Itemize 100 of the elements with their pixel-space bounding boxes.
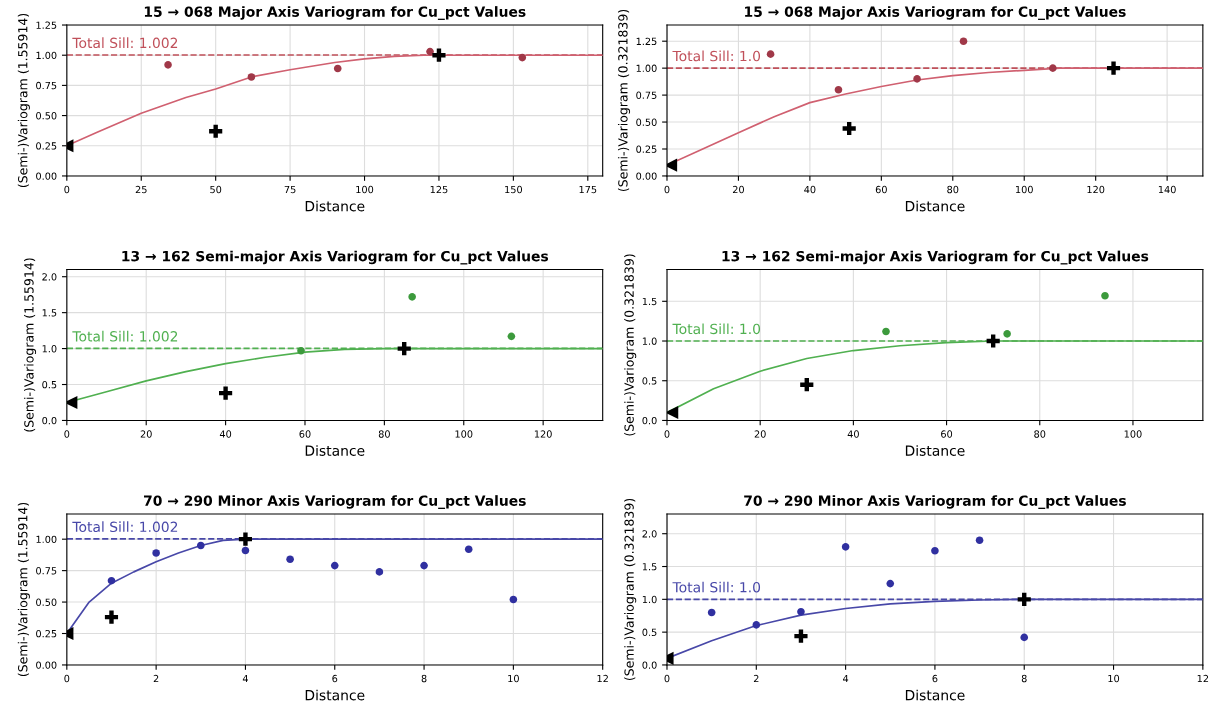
x-tick-label: 12 <box>1197 674 1209 683</box>
y-tick-label: 0.00 <box>636 172 657 180</box>
point <box>931 546 939 555</box>
point <box>426 47 434 56</box>
x-tick-label: 60 <box>941 430 953 438</box>
y-tick-label: 0.0 <box>642 661 657 669</box>
chart-title: 15 → 068 Major Axis Variogram for Cu_pct Values <box>745 6 1126 20</box>
y-tick-label: 0.5 <box>642 628 657 636</box>
point <box>518 53 527 62</box>
point <box>107 576 116 585</box>
x-tick-label: 6 <box>932 674 938 683</box>
ref-line-label: Total Sill: 1.0 <box>672 581 761 593</box>
y-tick-label: 0.75 <box>36 567 57 575</box>
point <box>104 610 119 624</box>
y-tick-label: 0.25 <box>636 145 657 153</box>
point <box>509 595 518 604</box>
point <box>408 293 416 301</box>
point <box>707 608 716 617</box>
chart-title: 15 → 068 Major Axis Variogram for Cu_pct Values <box>144 6 526 20</box>
point <box>247 73 256 81</box>
x-tick-label: 20 <box>140 430 152 438</box>
y-tick-label: 1.00 <box>636 64 657 72</box>
chart-title: 13 → 162 Semi-major Axis Variogram for Cu_pct Values <box>722 250 1149 265</box>
ref-line-label: Total Sill: 1.0 <box>672 50 761 62</box>
x-tick-label: 10 <box>508 674 519 683</box>
x-tick-label: 2 <box>753 674 759 683</box>
x-tick-label: 20 <box>754 430 766 438</box>
point <box>975 536 984 545</box>
y-axis-title: (Semi-)Variogram (1.55914) <box>17 13 30 188</box>
x-tick-label: 100 <box>455 430 473 438</box>
x-tick-label: 0 <box>64 185 70 194</box>
y-tick-label: 1.0 <box>642 337 657 345</box>
point <box>196 541 205 550</box>
point <box>834 85 843 94</box>
point <box>666 158 678 172</box>
point <box>507 332 516 341</box>
point <box>420 561 428 570</box>
y-tick-label: 0.25 <box>36 629 57 638</box>
point <box>209 124 223 138</box>
point <box>286 555 294 564</box>
y-tick-label: 1.25 <box>36 21 57 29</box>
ref-line-label: Total Sill: 1.002 <box>72 330 178 342</box>
y-tick-label: 1.5 <box>642 297 657 306</box>
x-tick-label: 6 <box>332 674 338 683</box>
point <box>1003 330 1011 338</box>
x-tick-label: 125 <box>430 185 448 194</box>
y-axis-title: (Semi-)Variogram (0.321839) <box>624 498 637 681</box>
point <box>464 545 473 554</box>
point <box>794 629 808 643</box>
x-tick-label: 0 <box>664 674 670 683</box>
x-tick-label: 80 <box>1034 430 1046 438</box>
y-axis-title: (Semi-)Variogram (0.321839) <box>617 9 631 192</box>
y-axis-title: (Semi-)Variogram (1.55914) <box>17 502 30 677</box>
y-tick-label: 0.75 <box>36 81 57 90</box>
y-tick-label: 0.00 <box>36 661 57 669</box>
x-tick-label: 175 <box>579 185 597 194</box>
x-tick-label: 100 <box>1124 430 1142 438</box>
x-axis-title: Distance <box>305 200 365 212</box>
point <box>797 607 805 616</box>
y-tick-label: 0.5 <box>642 377 657 385</box>
x-tick-label: 40 <box>219 430 232 438</box>
ref-line-label: Total Sill: 1.002 <box>72 37 178 49</box>
x-tick-label: 50 <box>210 185 222 194</box>
x-tick-label: 20 <box>732 185 744 194</box>
point <box>219 386 233 400</box>
x-tick-label: 40 <box>804 185 816 194</box>
ref-line-label: Total Sill: 1.0 <box>672 323 761 335</box>
y-tick-label: 0.0 <box>642 416 657 425</box>
x-tick-label: 120 <box>1087 185 1105 194</box>
y-tick-label: 0.50 <box>36 598 57 606</box>
y-tick-label: 1.00 <box>36 51 57 60</box>
point <box>1049 64 1057 72</box>
x-tick-label: 60 <box>299 430 311 438</box>
chart-title: 13 → 162 Semi-major Axis Variogram for Cu_pct Values <box>122 250 549 265</box>
x-axis-title: Distance <box>905 689 965 701</box>
y-tick-label: 1.25 <box>636 37 657 46</box>
x-tick-label: 10 <box>1108 674 1120 683</box>
point <box>882 327 890 336</box>
x-tick-label: 100 <box>1016 185 1033 194</box>
x-tick-label: 2 <box>153 674 159 683</box>
point <box>1101 291 1109 300</box>
y-axis-title: (Semi-)Variogram (1.55914) <box>23 258 37 432</box>
x-tick-label: 0 <box>64 430 70 438</box>
x-tick-label: 120 <box>534 430 552 438</box>
point <box>959 37 968 45</box>
chart-title: 70 → 290 Minor Axis Variogram for Cu_pct Values <box>144 495 526 509</box>
y-tick-label: 1.0 <box>642 595 657 604</box>
point <box>800 378 814 392</box>
x-axis-title: Distance <box>305 689 365 701</box>
x-tick-label: 75 <box>284 185 296 194</box>
y-tick-label: 2.0 <box>42 273 57 281</box>
y-tick-label: 0.0 <box>42 416 57 425</box>
point <box>1017 592 1031 606</box>
point <box>886 579 895 588</box>
y-tick-label: 1.0 <box>42 345 57 353</box>
x-tick-label: 0 <box>664 430 670 438</box>
point <box>842 121 856 136</box>
point <box>986 334 1000 348</box>
y-axis-title: (Semi-)Variogram (0.321839) <box>624 254 637 436</box>
y-tick-label: 0.5 <box>42 380 57 389</box>
